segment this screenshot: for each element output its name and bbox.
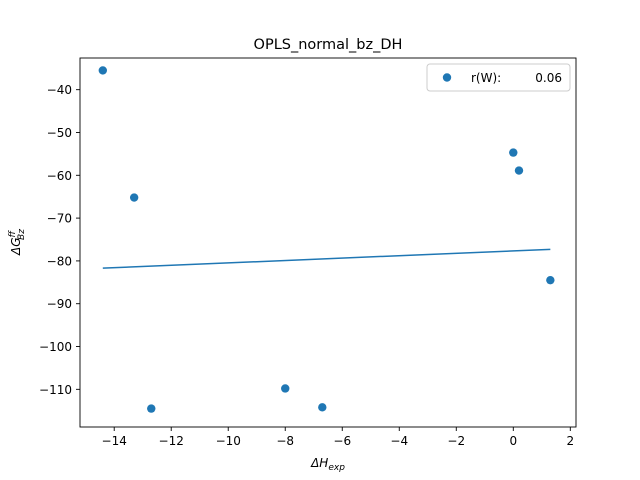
data-point <box>318 403 327 412</box>
x-tick-label: −2 <box>447 434 465 448</box>
x-axis-label-subscript: exp <box>328 463 345 473</box>
y-tick-label: −80 <box>47 254 72 268</box>
fit-line <box>102 248 551 269</box>
x-axis-label-symbol: ΔH <box>310 456 328 470</box>
legend-label-name: r(W): <box>471 71 501 85</box>
legend: r(W): 0.06 <box>426 63 571 92</box>
plot-area <box>79 57 577 428</box>
y-axis-label-symbol: ΔG <box>9 237 23 256</box>
y-tick-label: −90 <box>47 297 72 311</box>
data-point <box>147 404 156 413</box>
y-axis-label-subscript: Bz <box>17 229 27 240</box>
y-axis: −110 −100 −90 −80 −70 −60 −50 −40 <box>39 83 80 397</box>
y-tick-label: −100 <box>39 340 72 354</box>
legend-box <box>426 63 571 92</box>
y-tick-label: −110 <box>39 383 72 397</box>
x-tick-label: −4 <box>390 434 408 448</box>
x-tick-label: −6 <box>333 434 351 448</box>
y-tick-label: −70 <box>47 212 72 226</box>
data-point <box>514 166 524 175</box>
data-point <box>509 148 518 157</box>
y-axis-label-superscript: ff <box>8 229 18 237</box>
legend-marker <box>442 73 452 82</box>
y-tick-label: −60 <box>47 169 72 183</box>
y-axis-label-group: ΔGffBz <box>8 229 27 256</box>
data-point <box>129 193 139 202</box>
x-tick-label: −10 <box>216 434 241 448</box>
chart-title: OPLS_normal_bz_DH <box>254 37 403 53</box>
y-tick-label: −40 <box>47 83 72 97</box>
x-axis-label: ΔHexp <box>310 456 345 473</box>
axes-frame <box>79 57 577 428</box>
legend-label-value: 0.06 <box>535 71 562 85</box>
y-tick-label: −50 <box>47 126 72 140</box>
data-point <box>98 66 108 75</box>
data-point <box>281 384 290 393</box>
x-tick-label: −14 <box>102 434 127 448</box>
data-point <box>546 275 555 285</box>
x-tick-label: 2 <box>566 434 574 448</box>
x-tick-label: 0 <box>509 434 517 448</box>
x-axis-label-group: ΔHexp <box>310 456 345 473</box>
x-tick-label: −12 <box>159 434 184 448</box>
y-axis-label: ΔGffBz <box>8 229 27 256</box>
x-axis: −14 −12 −10 −8 −6 −4 −2 0 2 <box>102 427 574 448</box>
x-tick-label: −8 <box>276 434 294 448</box>
